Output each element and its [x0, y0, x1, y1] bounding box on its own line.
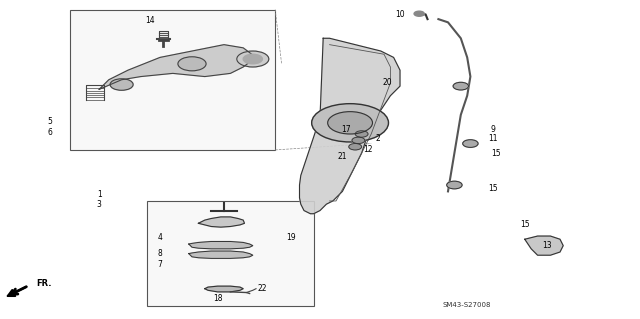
Text: 10: 10 [395, 10, 405, 19]
Text: 17: 17 [340, 125, 351, 134]
Polygon shape [99, 45, 256, 89]
Text: 15: 15 [488, 184, 498, 193]
Polygon shape [189, 251, 253, 258]
Circle shape [447, 181, 462, 189]
Polygon shape [205, 286, 243, 292]
Text: 8: 8 [157, 249, 163, 258]
Text: 5: 5 [47, 117, 52, 126]
Text: 2: 2 [375, 134, 380, 143]
Circle shape [414, 11, 424, 16]
Text: 4: 4 [157, 233, 163, 242]
Text: 11: 11 [488, 134, 497, 143]
Text: 9: 9 [490, 125, 495, 134]
Polygon shape [198, 217, 244, 227]
Bar [147, 201, 314, 306]
Circle shape [110, 79, 133, 90]
Circle shape [237, 51, 269, 67]
Text: SM43-S27008: SM43-S27008 [443, 302, 492, 308]
Circle shape [178, 57, 206, 71]
Polygon shape [300, 38, 400, 214]
Text: 14: 14 [145, 16, 156, 25]
Text: 22: 22 [258, 284, 267, 293]
Text: 12: 12 [364, 145, 372, 154]
Text: 13: 13 [542, 241, 552, 250]
Circle shape [463, 140, 478, 147]
Text: 6: 6 [47, 128, 52, 137]
Text: 21: 21 [338, 152, 347, 161]
Text: 7: 7 [157, 260, 163, 269]
Circle shape [312, 104, 388, 142]
Text: 3: 3 [97, 200, 102, 209]
Text: 15: 15 [491, 149, 501, 158]
Circle shape [453, 82, 468, 90]
Polygon shape [189, 241, 253, 249]
Circle shape [352, 137, 365, 144]
Circle shape [355, 131, 368, 137]
Circle shape [349, 144, 362, 150]
Bar [70, 10, 275, 150]
Text: 1: 1 [97, 190, 102, 199]
Text: 18: 18 [213, 294, 222, 303]
Polygon shape [525, 236, 563, 255]
Circle shape [243, 54, 262, 64]
Text: 15: 15 [520, 220, 530, 229]
Text: 19: 19 [286, 233, 296, 242]
Text: FR.: FR. [36, 279, 52, 288]
Text: 20: 20 [382, 78, 392, 87]
Circle shape [328, 112, 372, 134]
